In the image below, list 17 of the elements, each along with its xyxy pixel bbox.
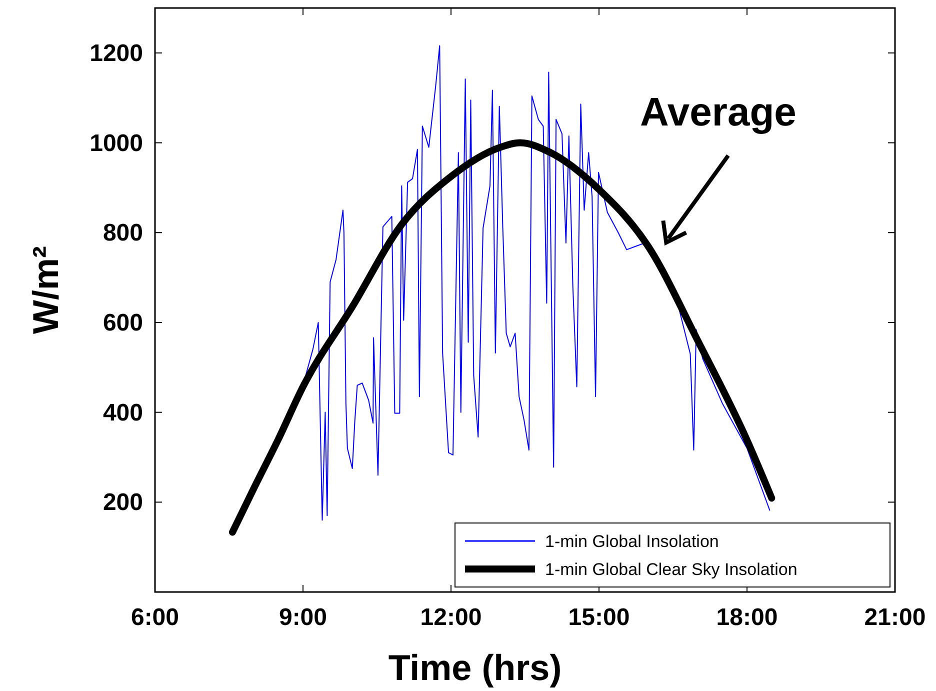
y-tick-label: 600: [102, 309, 143, 336]
x-axis-title: Time (hrs): [388, 647, 562, 688]
x-tick-label: 12:00: [420, 604, 482, 631]
y-tick-label: 400: [102, 399, 143, 426]
y-tick-label: 200: [102, 489, 143, 516]
y-axis-title: W/m²: [25, 246, 66, 334]
legend-label: 1-min Global Insolation: [545, 532, 719, 551]
y-tick-label: 800: [102, 220, 143, 247]
x-tick-label: 6:00: [130, 604, 180, 631]
x-tick-label: 9:00: [278, 604, 328, 631]
x-tick-label: 21:00: [864, 604, 926, 631]
x-tick-label: 15:00: [568, 604, 630, 631]
y-tick-label: 1200: [90, 40, 143, 67]
x-tick-label: 18:00: [716, 604, 778, 631]
annotation: Average: [640, 90, 796, 135]
legend-label: 1-min Global Clear Sky Insolation: [545, 560, 798, 579]
y-tick-label: 1000: [90, 130, 143, 157]
